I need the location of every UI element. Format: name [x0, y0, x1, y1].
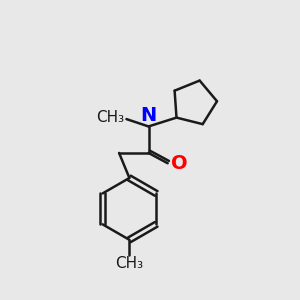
Text: CH₃: CH₃ [96, 110, 124, 125]
Text: O: O [171, 154, 188, 173]
Text: CH₃: CH₃ [115, 256, 143, 271]
Text: N: N [140, 106, 157, 125]
